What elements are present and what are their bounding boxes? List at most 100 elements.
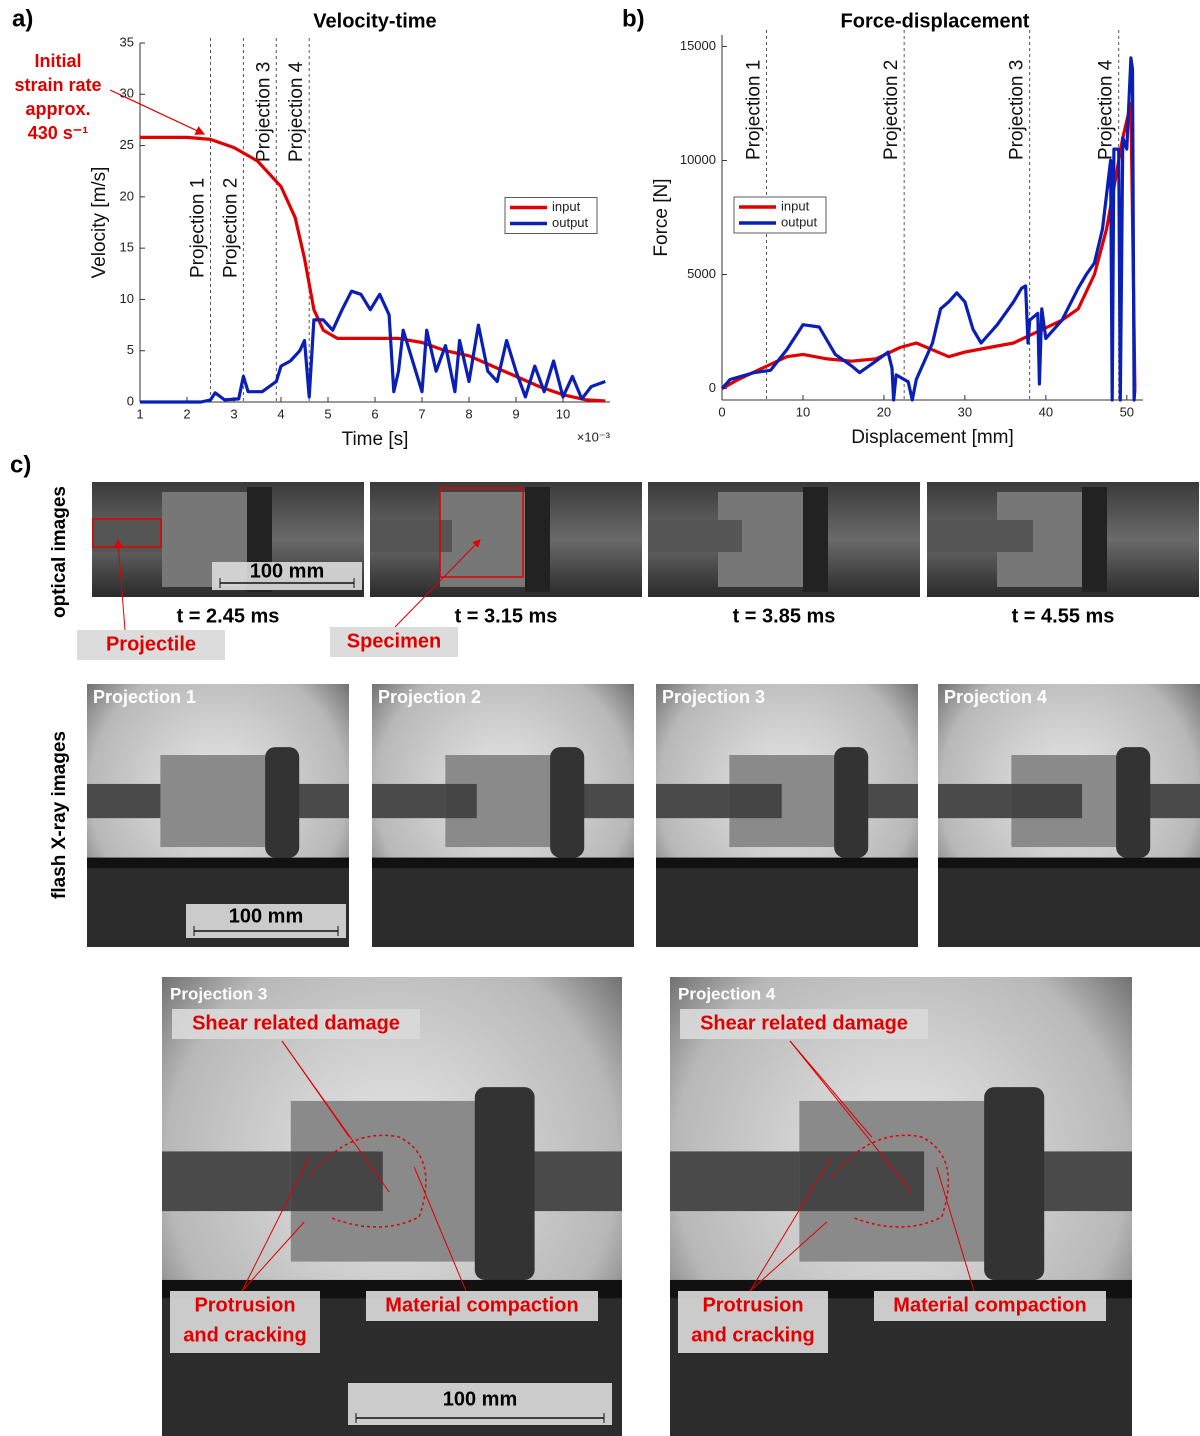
- x-tick-label: 50: [1120, 404, 1134, 419]
- y-tick-label: 10000: [680, 152, 716, 167]
- series-line: [720, 56, 1137, 402]
- y-tick-label: 10: [120, 291, 134, 306]
- image-detail: [834, 747, 869, 858]
- annotation: approx.: [25, 99, 90, 119]
- image-detail: [372, 862, 634, 947]
- chart-title: Force-displacement: [841, 10, 1030, 32]
- label-box: [680, 1009, 928, 1039]
- legend-label: output: [552, 215, 589, 230]
- image-detail: [1082, 487, 1107, 592]
- y-tick-label: 35: [120, 34, 134, 49]
- image-detail: [656, 857, 918, 869]
- pointer: [749, 1156, 833, 1292]
- pointer: [789, 1040, 913, 1193]
- x-tick-label: 10: [556, 406, 570, 421]
- time-label: t = 3.85 ms: [733, 605, 836, 627]
- pointer: [394, 539, 481, 628]
- y-tick-label: 0: [709, 380, 716, 395]
- projection-title: Projection 4: [678, 984, 776, 1003]
- image-detail: [265, 747, 300, 858]
- annotation: Protrusion: [702, 1294, 803, 1316]
- legend-label: output: [781, 214, 818, 229]
- pointer: [241, 1156, 310, 1292]
- annotation: and cracking: [691, 1324, 814, 1346]
- panel-label: c): [10, 451, 31, 478]
- projection-label: Projection 2: [220, 178, 241, 278]
- x-tick-label: 3: [230, 406, 237, 421]
- time-label: t = 3.15 ms: [455, 605, 558, 627]
- highlight: [439, 487, 524, 578]
- projection-label: Projection 1: [188, 178, 209, 278]
- image-detail: [372, 857, 634, 869]
- projection-label: Projection 4: [1096, 59, 1117, 160]
- pointer: [281, 1040, 390, 1193]
- time-label: t = 4.55 ms: [1012, 605, 1115, 627]
- image-detail: [525, 487, 550, 592]
- label-box: [77, 630, 225, 660]
- image-detail: [729, 783, 782, 819]
- scale-box: [212, 562, 362, 590]
- y-tick-label: 15000: [680, 38, 716, 53]
- series-line: [721, 101, 1137, 390]
- image-detail: [370, 520, 452, 552]
- legend-label: input: [552, 199, 581, 214]
- y-tick-label: 5000: [687, 266, 716, 281]
- chart-title: Velocity-time: [313, 10, 436, 32]
- scale-label: 100 mm: [229, 905, 304, 927]
- label-box: [678, 1291, 828, 1353]
- projection-title: Projection 1: [93, 687, 196, 707]
- image-detail: [984, 1087, 1045, 1280]
- pointer: [789, 1040, 873, 1138]
- legend-box: [733, 196, 827, 234]
- y-tick-label: 5: [127, 342, 134, 357]
- image-detail: [160, 755, 274, 848]
- annotation: Shear related damage: [700, 1012, 908, 1034]
- x-tick-label: 20: [877, 404, 891, 419]
- image-detail: [474, 1087, 535, 1280]
- legend-label: input: [781, 198, 810, 213]
- pointer: [241, 1221, 305, 1292]
- x-tick-label: 5: [324, 406, 331, 421]
- pointer: [936, 1166, 975, 1292]
- y-axis-label: Force [N]: [651, 178, 672, 256]
- image-detail: [550, 747, 585, 858]
- damage-outline: [831, 1134, 950, 1228]
- label-box: [170, 1291, 320, 1353]
- x-axis-label: Time [s]: [342, 429, 409, 450]
- x-tick-label: 4: [277, 406, 284, 421]
- annotation: Material compaction: [385, 1294, 578, 1316]
- projection-label: Projection 2: [881, 60, 902, 160]
- x-tick-label: 8: [465, 406, 472, 421]
- image-detail: [927, 520, 1033, 552]
- label-box: [366, 1291, 598, 1321]
- annotation: Shear related damage: [192, 1012, 400, 1034]
- image-detail: [656, 862, 918, 947]
- y-tick-label: 0: [127, 393, 134, 408]
- x-tick-label: 10: [796, 404, 810, 419]
- projection-label: Projection 3: [1007, 60, 1028, 160]
- image-detail: [290, 1151, 383, 1212]
- y-tick-label: 20: [120, 188, 134, 203]
- annotation: strain rate: [14, 75, 101, 95]
- row-label: optical images: [49, 486, 70, 618]
- scale-label: 100 mm: [250, 560, 325, 582]
- y-axis-label: Velocity [m/s]: [89, 167, 110, 279]
- row-label: flash X-ray images: [49, 731, 70, 899]
- scale-label: 100 mm: [443, 1388, 518, 1410]
- projection-title: Projection 3: [170, 984, 267, 1003]
- image-detail: [87, 857, 349, 869]
- annotation: 430 s⁻¹: [28, 123, 89, 143]
- panel-label: a): [12, 5, 33, 32]
- image-detail: [445, 783, 477, 819]
- series-line: [140, 289, 606, 404]
- projection-title: Projection 2: [378, 687, 481, 707]
- image-detail: [938, 862, 1200, 947]
- projection-title: Projection 4: [944, 687, 1047, 707]
- pointer: [413, 1166, 467, 1292]
- x-axis-label: Displacement [mm]: [851, 427, 1014, 448]
- scale-box: [186, 904, 346, 938]
- y-tick-label: 25: [120, 137, 134, 152]
- time-label: t = 2.45 ms: [177, 605, 280, 627]
- x-tick-label: 7: [418, 406, 425, 421]
